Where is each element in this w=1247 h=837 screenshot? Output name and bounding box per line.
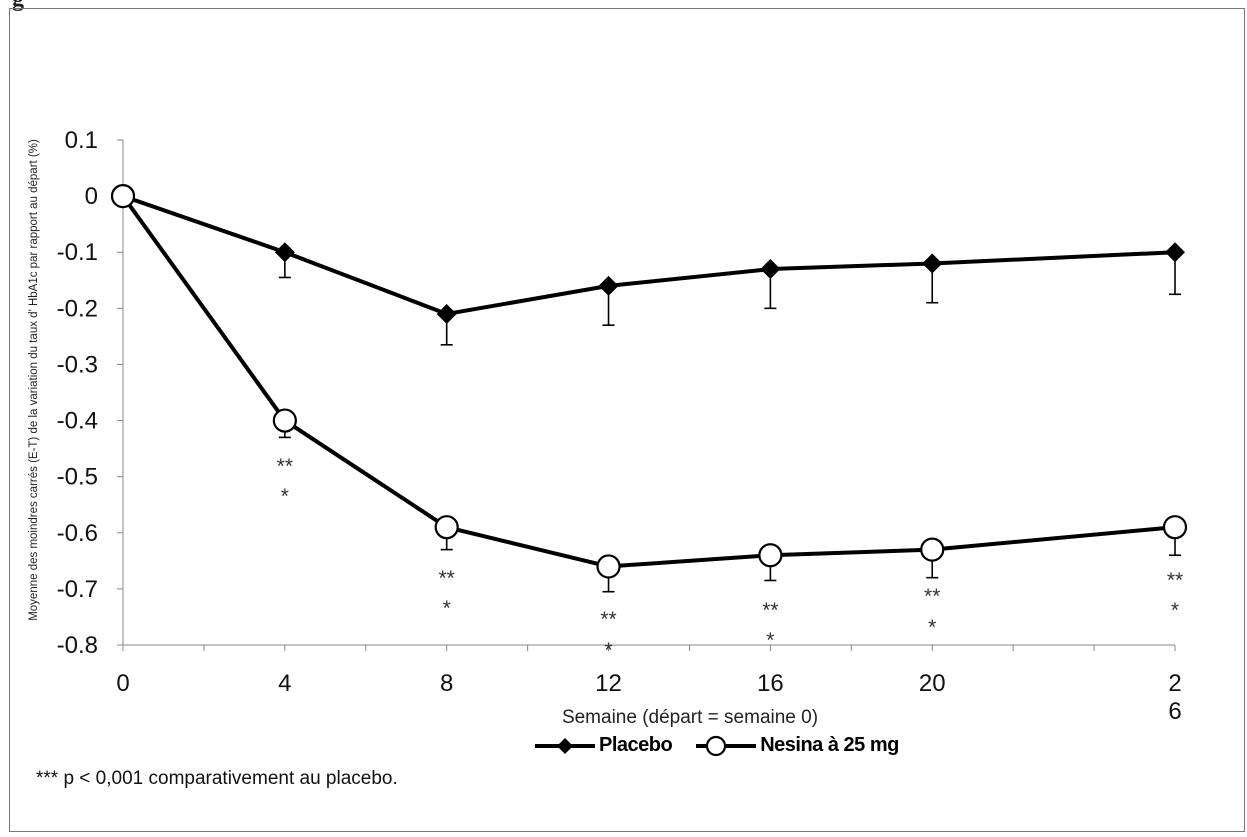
y-tick-label: -0.4 <box>57 408 98 435</box>
nesina-point <box>110 184 136 209</box>
significance-marker-line: ** <box>600 608 616 631</box>
placebo-point <box>436 303 457 324</box>
significance-marker-line: * <box>604 639 612 662</box>
x-tick-label: 0 <box>116 670 129 697</box>
y-tick-label: -0.5 <box>57 464 98 491</box>
legend: Placebo Nesina à 25 mg <box>533 734 921 757</box>
placebo-point <box>922 253 943 274</box>
x-tick-label: 20 <box>919 670 946 697</box>
x-tick-label-part: 2 <box>1168 670 1181 697</box>
y-tick-label: -0.6 <box>57 520 98 547</box>
y-axis-title: Moyenne des moindres carrés (E-T) de la … <box>28 139 40 621</box>
footnote: *** p < 0,001 comparativement au placebo… <box>36 768 398 789</box>
nesina-point <box>434 515 459 540</box>
significance-marker-line: ** <box>277 455 293 478</box>
significance-marker-line: * <box>1171 599 1179 622</box>
significance-marker-line: ** <box>439 567 455 590</box>
significance-marker: ** * <box>277 455 293 508</box>
significance-marker-line: ** <box>1167 569 1183 592</box>
significance-marker-line: * <box>281 485 289 508</box>
significance-marker-line: * <box>928 616 936 639</box>
nesina-point <box>920 537 945 562</box>
nesina-point <box>596 554 621 579</box>
y-tick-label: 0.1 <box>65 127 98 154</box>
significance-marker-line: * <box>766 629 774 652</box>
y-tick-label: 0 <box>85 183 98 210</box>
legend-item-nesina: Nesina à 25 mg <box>694 734 899 757</box>
nesina-point <box>272 408 297 433</box>
y-tick-label: -0.8 <box>57 632 98 659</box>
figure-frame <box>9 8 1245 832</box>
y-tick-label: -0.2 <box>57 295 98 322</box>
circle-line-icon <box>696 735 757 756</box>
x-tick-label: 12 <box>595 670 622 697</box>
significance-marker: ** * <box>439 567 455 620</box>
header-fragment: g <box>12 0 24 13</box>
nesina-point <box>1162 515 1188 540</box>
x-axis-title: Semaine (départ = semaine 0) <box>562 707 818 728</box>
significance-marker-line: * <box>443 597 451 620</box>
x-tick-label: 8 <box>440 670 453 697</box>
significance-marker-line: ** <box>762 599 778 622</box>
y-tick-label: -0.1 <box>57 239 98 266</box>
series-layer <box>110 184 1188 593</box>
placebo-point <box>274 242 295 263</box>
legend-label-nesina: Nesina à 25 mg <box>760 734 899 756</box>
nesina-point <box>758 543 783 568</box>
diamond-line-icon <box>535 737 595 754</box>
placebo-point <box>760 259 781 280</box>
placebo-point <box>1165 242 1185 263</box>
axes: 0.1 0 -0.1 -0.2 -0.3 -0.4 -0.5 -0.6 -0.7 -0.8 0 4 8 1… <box>57 127 1182 725</box>
annotation-layer: ** *** * ** *** *** *** * <box>277 455 1184 662</box>
significance-marker-line: ** <box>924 585 940 608</box>
significance-marker: ** * <box>762 599 778 652</box>
y-tick-label: -0.3 <box>57 351 98 378</box>
legend-item-placebo: Placebo <box>533 734 673 757</box>
placebo-point <box>598 275 619 296</box>
significance-marker: ** * <box>1167 569 1183 622</box>
x-tick-label: 4 <box>278 670 291 697</box>
significance-marker: ** * <box>600 608 616 662</box>
legend-label-placebo: Placebo <box>599 734 673 756</box>
y-tick-label: -0.7 <box>57 576 98 603</box>
x-tick-label-part: 6 <box>1168 698 1181 725</box>
significance-marker: ** * <box>924 585 940 639</box>
x-tick-label: 16 <box>757 670 784 697</box>
